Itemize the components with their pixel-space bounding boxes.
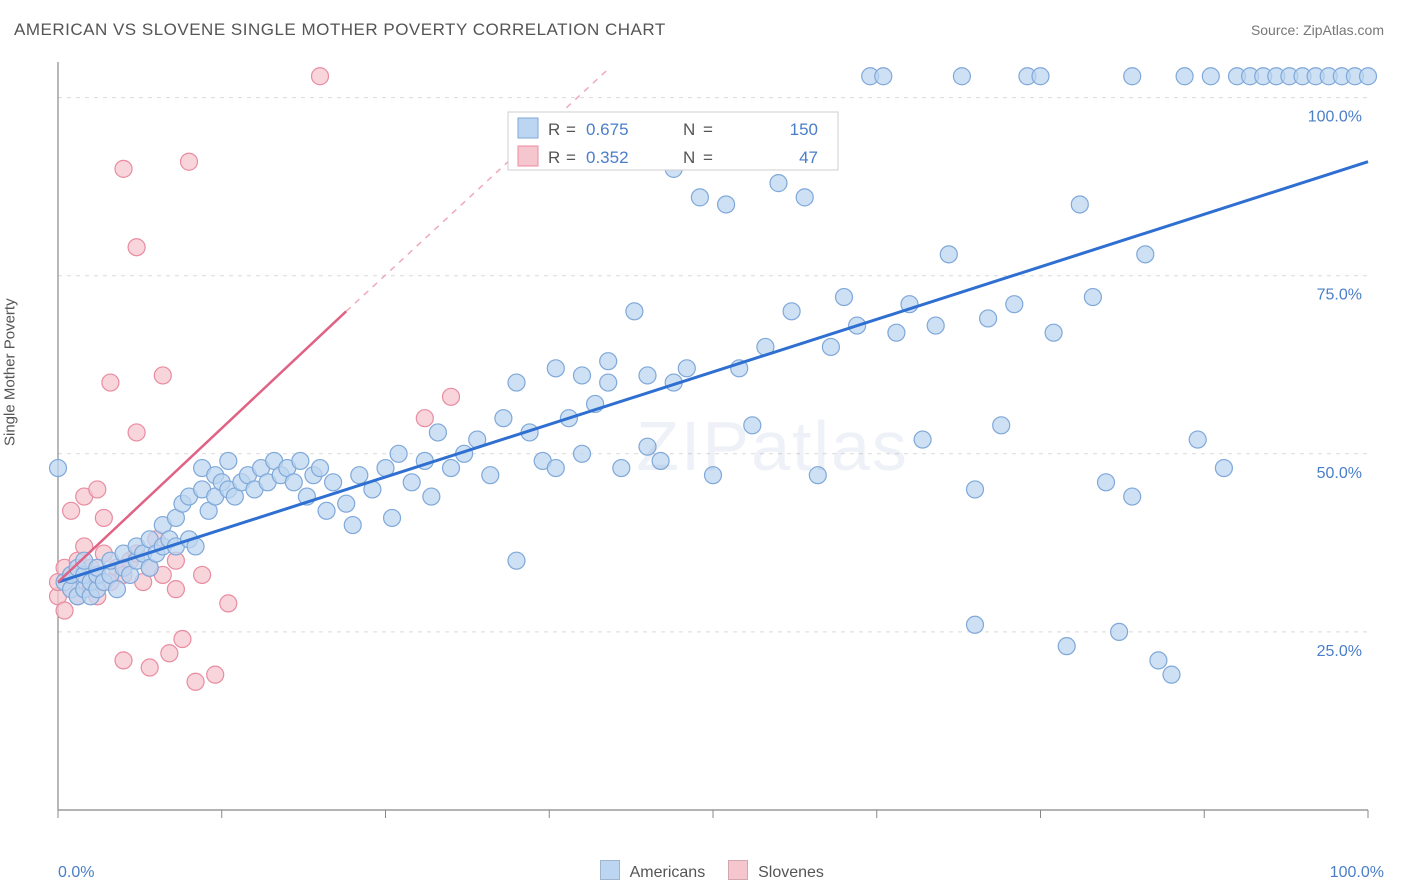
svg-text:47: 47 (799, 148, 818, 167)
source-label: Source: ZipAtlas.com (1251, 22, 1384, 38)
svg-text:=: = (703, 120, 713, 139)
scatter-chart-svg: 25.0% 50.0% 75.0% 100.0% R = 0.675 N = 150 R = 0.352… (48, 50, 1388, 842)
svg-text:0.675: 0.675 (586, 120, 629, 139)
svg-text:R: R (548, 120, 560, 139)
svg-text:0.352: 0.352 (586, 148, 629, 167)
svg-text:=: = (703, 148, 713, 167)
chart-area: 25.0% 50.0% 75.0% 100.0% R = 0.675 N = 150 R = 0.352… (48, 50, 1388, 842)
legend-swatch-americans (600, 860, 620, 880)
svg-text:25.0%: 25.0% (1317, 643, 1362, 660)
svg-text:N: N (683, 148, 695, 167)
svg-text:100.0%: 100.0% (1308, 109, 1362, 126)
svg-text:N: N (683, 120, 695, 139)
legend-label-slovenes: Slovenes (758, 864, 824, 881)
svg-text:50.0%: 50.0% (1317, 465, 1362, 482)
legend-label-americans: Americans (630, 864, 706, 881)
svg-text:=: = (566, 120, 576, 139)
svg-text:=: = (566, 148, 576, 167)
svg-text:150: 150 (790, 120, 818, 139)
y-axis-label: Single Mother Poverty (2, 298, 19, 446)
bottom-legend: Americans Slovenes (0, 860, 1406, 882)
svg-text:75.0%: 75.0% (1317, 287, 1362, 304)
svg-text:R: R (548, 148, 560, 167)
chart-title: AMERICAN VS SLOVENE SINGLE MOTHER POVERT… (14, 20, 666, 40)
legend-swatch-slovenes (728, 860, 748, 880)
